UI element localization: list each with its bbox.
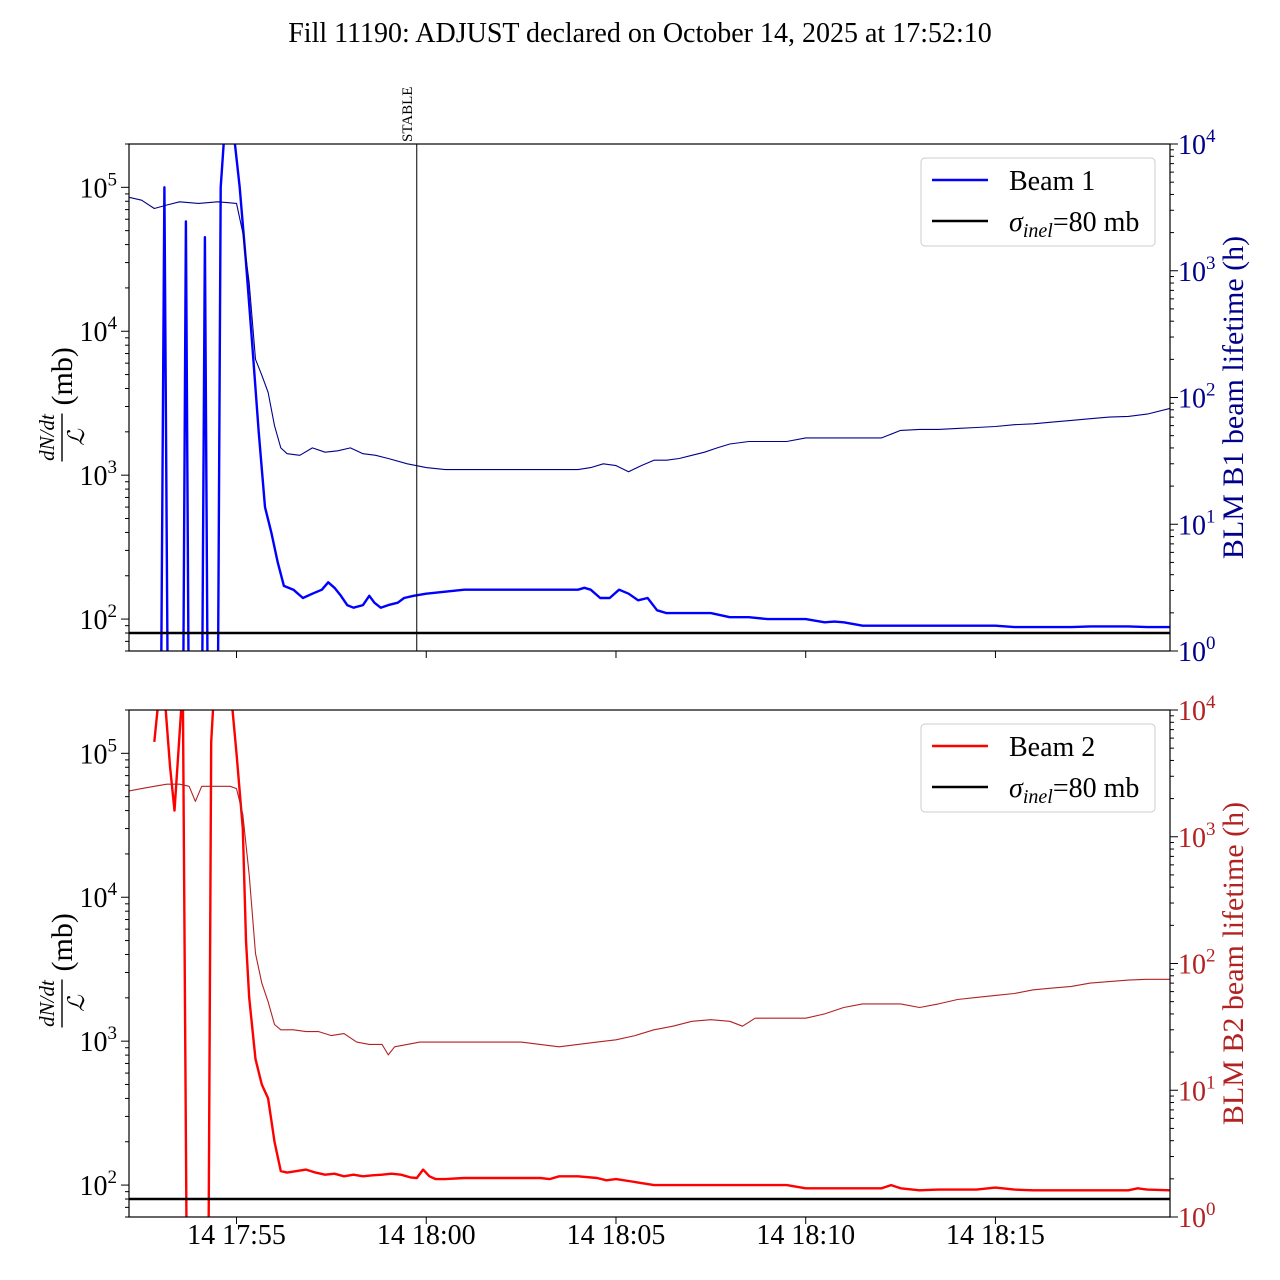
right-tick-base: 10 xyxy=(1178,1203,1206,1234)
right-tick-exponent: 2 xyxy=(1206,946,1216,967)
left-tick-base: 10 xyxy=(80,883,108,914)
legend-sigma: σ xyxy=(1009,773,1024,804)
right-tick-exponent: 1 xyxy=(1206,1072,1216,1093)
right-tick-base: 10 xyxy=(1178,257,1206,288)
legend-subscript: inel xyxy=(1023,786,1053,808)
right-tick-base: 10 xyxy=(1178,950,1206,981)
left-tick-base: 10 xyxy=(80,605,108,636)
right-tick-base: 10 xyxy=(1178,384,1206,415)
left-axis-label-numerator: dN/dt xyxy=(35,413,59,461)
legend-sigma: σ xyxy=(1009,207,1024,238)
left-tick-label: 104 xyxy=(80,313,118,348)
chart-title: Fill 11190: ADJUST declared on October 1… xyxy=(288,18,992,49)
legend: Beam 1 σinel=80 mb xyxy=(920,157,1156,247)
right-tick-exponent: 0 xyxy=(1206,633,1216,654)
legend-rest: =80 mb xyxy=(1053,773,1140,804)
right-tick-base: 10 xyxy=(1178,510,1206,541)
left-axis-label: dN/dt ℒ (mb) xyxy=(35,347,89,462)
series-group xyxy=(129,144,1170,651)
left-axis-label-numerator: dN/dt xyxy=(35,979,59,1027)
right-tick-label: 104 xyxy=(1178,126,1216,161)
left-axis-label-denominator: ℒ xyxy=(64,995,89,1012)
left-tick-base: 10 xyxy=(80,739,108,770)
right-tick-exponent: 3 xyxy=(1206,253,1216,274)
left-tick-exponent: 5 xyxy=(108,169,118,190)
right-tick-label: 102 xyxy=(1178,946,1216,981)
left-tick-base: 10 xyxy=(80,1171,108,1202)
left-tick-exponent: 3 xyxy=(108,457,118,478)
series-line-beam-1 xyxy=(160,144,1170,651)
left-tick-exponent: 5 xyxy=(108,735,118,756)
left-tick-label: 103 xyxy=(80,457,118,492)
right-axis-label: BLM B2 beam lifetime (h) xyxy=(1217,802,1250,1125)
stable-marker-label: STABLE xyxy=(400,87,416,142)
right-tick-label: 102 xyxy=(1178,380,1216,415)
left-axis-label-denominator: ℒ xyxy=(64,429,89,446)
legend-rest: =80 mb xyxy=(1053,207,1140,238)
left-tick-exponent: 3 xyxy=(108,1023,118,1044)
chart-title-container: Fill 11190: ADJUST declared on October 1… xyxy=(0,18,1280,50)
right-tick-label: 104 xyxy=(1178,692,1216,727)
left-tick-exponent: 4 xyxy=(108,313,118,334)
right-tick-exponent: 4 xyxy=(1206,692,1216,713)
legend: Beam 2 σinel=80 mb xyxy=(920,723,1156,813)
left-tick-base: 10 xyxy=(80,173,108,204)
left-tick-base: 10 xyxy=(80,461,108,492)
right-axis-label: BLM B1 beam lifetime (h) xyxy=(1217,236,1250,559)
x-tick-label: 14 18:05 xyxy=(567,1220,666,1251)
left-axis-label-unit: (mb) xyxy=(46,913,79,971)
legend-entry-label: Beam 2 xyxy=(1009,732,1095,763)
right-tick-label: 101 xyxy=(1178,1072,1216,1107)
x-tick-label: 14 17:55 xyxy=(187,1220,286,1251)
x-tick-label: 14 18:15 xyxy=(946,1220,1045,1251)
legend-subscript: inel xyxy=(1023,220,1053,242)
left-tick-base: 10 xyxy=(80,317,108,348)
x-tick-label: 14 18:00 xyxy=(377,1220,476,1251)
series-line-blm-b2-beam-lifetime xyxy=(129,783,1170,1056)
left-axis-label-unit: (mb) xyxy=(46,347,79,405)
right-tick-exponent: 2 xyxy=(1206,380,1216,401)
right-tick-base: 10 xyxy=(1178,823,1206,854)
right-tick-exponent: 3 xyxy=(1206,819,1216,840)
right-tick-exponent: 1 xyxy=(1206,506,1216,527)
left-tick-label: 103 xyxy=(80,1023,118,1058)
right-tick-label: 101 xyxy=(1178,506,1216,541)
series-group xyxy=(129,710,1170,1217)
right-tick-base: 10 xyxy=(1178,1076,1206,1107)
left-tick-label: 102 xyxy=(80,1167,118,1202)
series-line-blm-b1-beam-lifetime xyxy=(129,196,1170,473)
left-tick-label: 102 xyxy=(80,601,118,636)
left-tick-label: 105 xyxy=(80,169,118,204)
left-tick-exponent: 4 xyxy=(108,879,118,900)
right-tick-base: 10 xyxy=(1178,637,1206,668)
left-tick-exponent: 2 xyxy=(108,1167,118,1188)
left-axis-label: dN/dt ℒ (mb) xyxy=(35,913,89,1028)
right-tick-base: 10 xyxy=(1178,130,1206,161)
right-tick-label: 103 xyxy=(1178,819,1216,854)
left-tick-base: 10 xyxy=(80,1027,108,1058)
x-tick-label: 14 18:10 xyxy=(756,1220,855,1251)
right-tick-label: 100 xyxy=(1178,633,1216,668)
right-tick-exponent: 4 xyxy=(1206,126,1216,147)
legend-entry-label: σinel=80 mb xyxy=(1009,773,1139,808)
right-tick-label: 100 xyxy=(1178,1199,1216,1234)
right-tick-exponent: 0 xyxy=(1206,1199,1216,1220)
legend-entry-label: Beam 1 xyxy=(1009,166,1095,197)
right-tick-base: 10 xyxy=(1178,696,1206,727)
legend-entry-label: σinel=80 mb xyxy=(1009,207,1139,242)
left-tick-label: 104 xyxy=(80,879,118,914)
left-tick-exponent: 2 xyxy=(108,601,118,622)
left-tick-label: 105 xyxy=(80,735,118,770)
right-tick-label: 103 xyxy=(1178,253,1216,288)
